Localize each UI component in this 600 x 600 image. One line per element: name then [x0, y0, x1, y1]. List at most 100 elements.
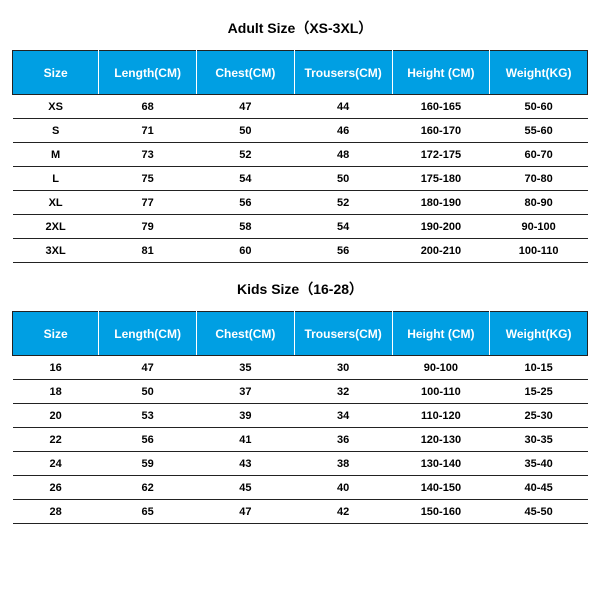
- table-cell: 54: [197, 167, 295, 191]
- table-cell: 58: [197, 215, 295, 239]
- table-cell: 90-100: [490, 215, 588, 239]
- table-cell: 41: [197, 428, 295, 452]
- table-cell: 24: [13, 452, 99, 476]
- table-cell: XL: [13, 191, 99, 215]
- table-cell: 90-100: [392, 356, 490, 380]
- table-row: 1647353090-10010-15: [13, 356, 588, 380]
- table-row: 2XL795854190-20090-100: [13, 215, 588, 239]
- table-cell: 73: [99, 143, 197, 167]
- table-cell: 2XL: [13, 215, 99, 239]
- table-cell: 46: [294, 119, 392, 143]
- table-cell: 52: [294, 191, 392, 215]
- table-cell: 81: [99, 239, 197, 263]
- table-cell: 120-130: [392, 428, 490, 452]
- table-cell: 172-175: [392, 143, 490, 167]
- table-cell: 79: [99, 215, 197, 239]
- table-cell: 77: [99, 191, 197, 215]
- table-row: M735248172-17560-70: [13, 143, 588, 167]
- table-cell: 50: [294, 167, 392, 191]
- col-weight: Weight(KG): [490, 312, 588, 356]
- table-cell: 54: [294, 215, 392, 239]
- table-cell: 22: [13, 428, 99, 452]
- table-cell: 45-50: [490, 500, 588, 524]
- table-cell: 42: [294, 500, 392, 524]
- table-cell: 40-45: [490, 476, 588, 500]
- table-cell: 20: [13, 404, 99, 428]
- col-chest: Chest(CM): [197, 312, 295, 356]
- table-row: 20533934110-12025-30: [13, 404, 588, 428]
- table-cell: 25-30: [490, 404, 588, 428]
- col-weight: Weight(KG): [490, 51, 588, 95]
- table-cell: 110-120: [392, 404, 490, 428]
- table-row: 3XL816056200-210100-110: [13, 239, 588, 263]
- table-cell: 60: [197, 239, 295, 263]
- table-cell: 18: [13, 380, 99, 404]
- col-trousers: Trousers(CM): [294, 51, 392, 95]
- table-cell: 56: [197, 191, 295, 215]
- table-cell: 50: [197, 119, 295, 143]
- table-cell: 35: [197, 356, 295, 380]
- table-cell: 55-60: [490, 119, 588, 143]
- table-cell: 30: [294, 356, 392, 380]
- col-size: Size: [13, 312, 99, 356]
- table-cell: 75: [99, 167, 197, 191]
- table-cell: 200-210: [392, 239, 490, 263]
- table-cell: M: [13, 143, 99, 167]
- table-cell: 37: [197, 380, 295, 404]
- adult-size-title: Adult Size（XS-3XL）: [12, 18, 588, 38]
- table-cell: XS: [13, 95, 99, 119]
- table-cell: 30-35: [490, 428, 588, 452]
- table-cell: 80-90: [490, 191, 588, 215]
- table-row: 26624540140-15040-45: [13, 476, 588, 500]
- table-cell: 59: [99, 452, 197, 476]
- table-cell: 43: [197, 452, 295, 476]
- kids-size-title: Kids Size（16-28）: [12, 279, 588, 299]
- table-cell: L: [13, 167, 99, 191]
- table-cell: 52: [197, 143, 295, 167]
- table-row: 18503732100-11015-25: [13, 380, 588, 404]
- table-row: XL775652180-19080-90: [13, 191, 588, 215]
- table-row: 24594338130-14035-40: [13, 452, 588, 476]
- table-cell: 47: [197, 500, 295, 524]
- table-cell: 56: [99, 428, 197, 452]
- table-header-row: Size Length(CM) Chest(CM) Trousers(CM) H…: [13, 51, 588, 95]
- table-cell: 71: [99, 119, 197, 143]
- table-cell: 160-165: [392, 95, 490, 119]
- table-cell: 68: [99, 95, 197, 119]
- table-cell: 50-60: [490, 95, 588, 119]
- table-row: XS684744160-16550-60: [13, 95, 588, 119]
- table-cell: 60-70: [490, 143, 588, 167]
- table-row: 28654742150-16045-50: [13, 500, 588, 524]
- col-length: Length(CM): [99, 51, 197, 95]
- table-cell: 28: [13, 500, 99, 524]
- table-cell: 39: [197, 404, 295, 428]
- kids-size-table: Size Length(CM) Chest(CM) Trousers(CM) H…: [12, 311, 588, 524]
- table-cell: 35-40: [490, 452, 588, 476]
- table-row: 22564136120-13030-35: [13, 428, 588, 452]
- table-cell: 3XL: [13, 239, 99, 263]
- table-cell: 45: [197, 476, 295, 500]
- col-trousers: Trousers(CM): [294, 312, 392, 356]
- table-cell: 50: [99, 380, 197, 404]
- table-cell: 175-180: [392, 167, 490, 191]
- table-cell: 150-160: [392, 500, 490, 524]
- table-cell: 70-80: [490, 167, 588, 191]
- table-cell: 40: [294, 476, 392, 500]
- table-cell: 34: [294, 404, 392, 428]
- table-cell: 47: [197, 95, 295, 119]
- table-cell: 160-170: [392, 119, 490, 143]
- col-height: Height (CM): [392, 312, 490, 356]
- table-cell: 180-190: [392, 191, 490, 215]
- table-cell: 10-15: [490, 356, 588, 380]
- table-cell: 26: [13, 476, 99, 500]
- table-cell: 140-150: [392, 476, 490, 500]
- table-header-row: Size Length(CM) Chest(CM) Trousers(CM) H…: [13, 312, 588, 356]
- table-row: L755450175-18070-80: [13, 167, 588, 191]
- table-cell: 56: [294, 239, 392, 263]
- table-cell: 44: [294, 95, 392, 119]
- table-cell: 53: [99, 404, 197, 428]
- table-cell: 190-200: [392, 215, 490, 239]
- col-height: Height (CM): [392, 51, 490, 95]
- col-size: Size: [13, 51, 99, 95]
- adult-size-table: Size Length(CM) Chest(CM) Trousers(CM) H…: [12, 50, 588, 263]
